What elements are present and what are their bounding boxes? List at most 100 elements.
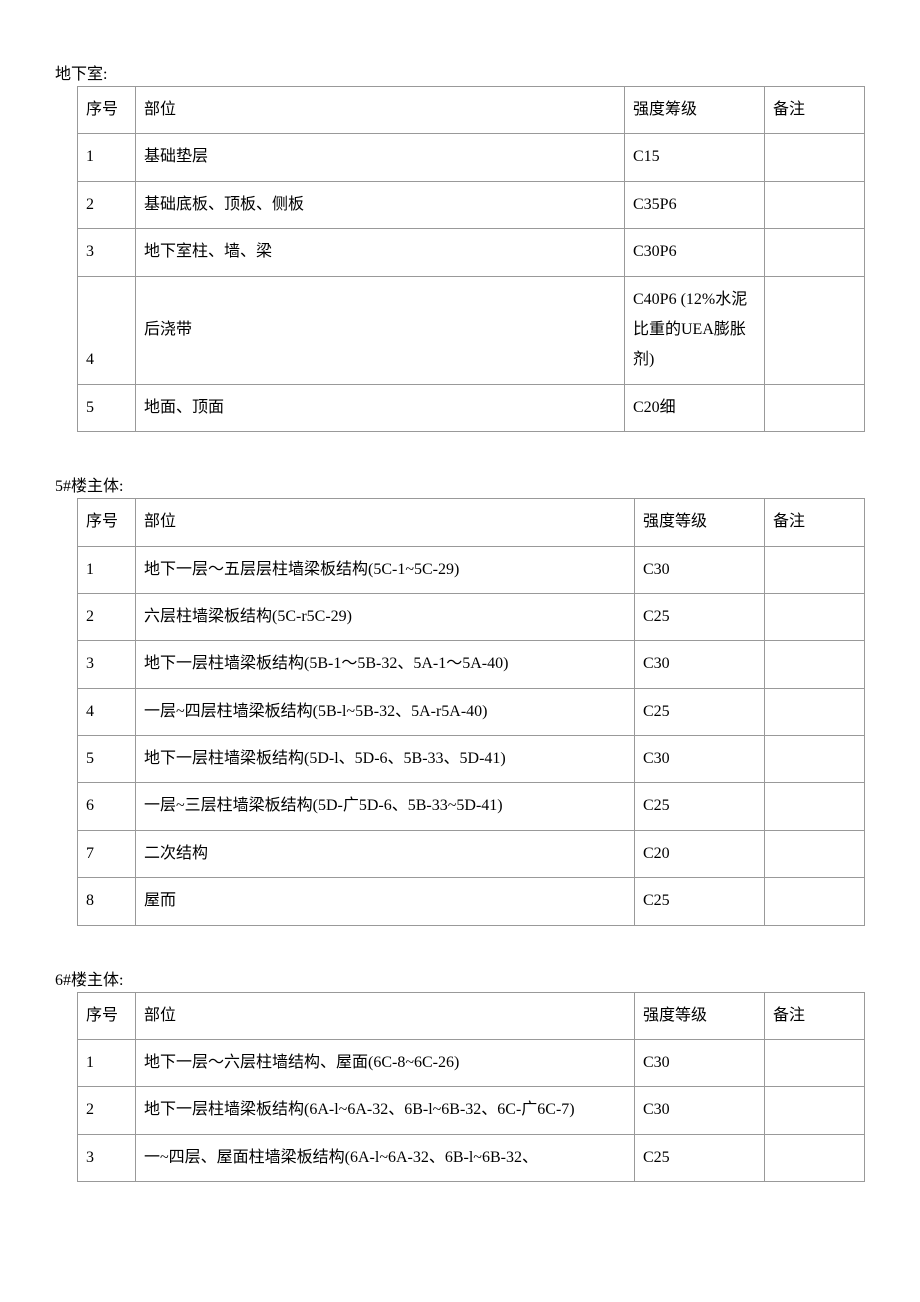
table-row: 2六层柱墙梁板结构(5C-r5C-29)C25: [78, 593, 865, 640]
table-cell-part: 一层~四层柱墙梁板结构(5B-l~5B-32、5A-r5A-40): [136, 688, 635, 735]
table-cell-part: 地下室柱、墙、梁: [136, 229, 625, 276]
table-header-cell: 强度筹级: [625, 87, 765, 134]
table-cell-grade: C20细: [625, 384, 765, 431]
table-cell-num: 3: [78, 641, 136, 688]
table-cell-grade: C30P6: [625, 229, 765, 276]
table-row: 3地下一层柱墙梁板结构(5B-1～5B-32、5A-1～5A-40)C30: [78, 641, 865, 688]
table-cell-grade: C30: [635, 1040, 765, 1087]
table-cell-part: 后浇带: [136, 276, 625, 384]
table-row: 4一层~四层柱墙梁板结构(5B-l~5B-32、5A-r5A-40)C25: [78, 688, 865, 735]
table-cell-num: 4: [78, 276, 136, 384]
table-cell-note: [765, 181, 865, 228]
table-cell-num: 5: [78, 736, 136, 783]
table-row: 2基础底板、顶板、侧板C35P6: [78, 181, 865, 228]
table-header-cell: 备注: [765, 992, 865, 1039]
table-cell-grade: C25: [635, 783, 765, 830]
table-cell-grade: C30: [635, 736, 765, 783]
table-row: 3一~四层、屋面柱墙梁板结构(6A-l~6A-32、6B-l~6B-32、C25: [78, 1134, 865, 1181]
table-cell-part: 基础底板、顶板、侧板: [136, 181, 625, 228]
table-row: 7二次结构C20: [78, 830, 865, 877]
section-title: 地下室:: [55, 60, 865, 84]
table-cell-num: 2: [78, 1087, 136, 1134]
data-table: 序号部位强度等级备注1地下一层～六层柱墙结构、屋面(6C-8~6C-26)C30…: [77, 992, 865, 1183]
table-header-cell: 强度等级: [635, 499, 765, 546]
table-cell-num: 6: [78, 783, 136, 830]
table-row: 4后浇带C40P6 (12%水泥比重的UEA膨胀剂): [78, 276, 865, 384]
data-table: 序号部位强度等级备注1地下一层～五层层柱墙梁板结构(5C-1~5C-29)C30…: [77, 498, 865, 926]
table-cell-grade: C35P6: [625, 181, 765, 228]
table-cell-part: 二次结构: [136, 830, 635, 877]
table-cell-part: 地下一层～六层柱墙结构、屋面(6C-8~6C-26): [136, 1040, 635, 1087]
table-cell-grade: C25: [635, 878, 765, 925]
section: 地下室:序号部位强度筹级备注1基础垫层C152基础底板、顶板、侧板C35P63地…: [55, 60, 865, 432]
table-cell-grade: C15: [625, 134, 765, 181]
table-cell-note: [765, 1134, 865, 1181]
table-row: 3地下室柱、墙、梁C30P6: [78, 229, 865, 276]
table-cell-part: 六层柱墙梁板结构(5C-r5C-29): [136, 593, 635, 640]
table-row: 5地面、顶面C20细: [78, 384, 865, 431]
table-cell-part: 屋而: [136, 878, 635, 925]
table-cell-grade: C30: [635, 1087, 765, 1134]
table-cell-num: 3: [78, 1134, 136, 1181]
table-cell-note: [765, 1040, 865, 1087]
table-cell-num: 2: [78, 181, 136, 228]
table-cell-num: 8: [78, 878, 136, 925]
table-cell-part: 地下一层～五层层柱墙梁板结构(5C-1~5C-29): [136, 546, 635, 593]
table-header-cell: 备注: [765, 87, 865, 134]
table-cell-note: [765, 736, 865, 783]
table-cell-part: 地下一层柱墙梁板结构(6A-l~6A-32、6B-l~6B-32、6C-广6C-…: [136, 1087, 635, 1134]
table-cell-grade: C25: [635, 593, 765, 640]
document-root: 地下室:序号部位强度筹级备注1基础垫层C152基础底板、顶板、侧板C35P63地…: [55, 60, 865, 1182]
table-header-row: 序号部位强度筹级备注: [78, 87, 865, 134]
table-cell-part: 地下一层柱墙梁板结构(5B-1～5B-32、5A-1～5A-40): [136, 641, 635, 688]
section-title: 6#楼主体:: [55, 966, 865, 990]
table-cell-note: [765, 641, 865, 688]
table-row: 1基础垫层C15: [78, 134, 865, 181]
table-cell-note: [765, 546, 865, 593]
table-cell-num: 2: [78, 593, 136, 640]
table-cell-grade: C30: [635, 641, 765, 688]
table-header-cell: 部位: [136, 499, 635, 546]
table-cell-num: 1: [78, 134, 136, 181]
table-cell-grade: C30: [635, 546, 765, 593]
table-cell-part: 一~四层、屋面柱墙梁板结构(6A-l~6A-32、6B-l~6B-32、: [136, 1134, 635, 1181]
table-cell-note: [765, 134, 865, 181]
table-header-cell: 部位: [136, 87, 625, 134]
table-cell-num: 1: [78, 1040, 136, 1087]
data-table: 序号部位强度筹级备注1基础垫层C152基础底板、顶板、侧板C35P63地下室柱、…: [77, 86, 865, 432]
table-header-cell: 部位: [136, 992, 635, 1039]
table-row: 2地下一层柱墙梁板结构(6A-l~6A-32、6B-l~6B-32、6C-广6C…: [78, 1087, 865, 1134]
section: 5#楼主体:序号部位强度等级备注1地下一层～五层层柱墙梁板结构(5C-1~5C-…: [55, 472, 865, 926]
table-cell-grade: C40P6 (12%水泥比重的UEA膨胀剂): [625, 276, 765, 384]
table-header-cell: 序号: [78, 87, 136, 134]
table-cell-part: 一层~三层柱墙梁板结构(5D-广5D-6、5B-33~5D-41): [136, 783, 635, 830]
table-row: 8屋而C25: [78, 878, 865, 925]
table-cell-num: 1: [78, 546, 136, 593]
table-header-cell: 序号: [78, 499, 136, 546]
table-cell-num: 7: [78, 830, 136, 877]
table-row: 6一层~三层柱墙梁板结构(5D-广5D-6、5B-33~5D-41)C25: [78, 783, 865, 830]
table-header-cell: 序号: [78, 992, 136, 1039]
table-cell-note: [765, 1087, 865, 1134]
table-header-cell: 备注: [765, 499, 865, 546]
table-cell-note: [765, 688, 865, 735]
table-cell-grade: C25: [635, 1134, 765, 1181]
table-cell-num: 3: [78, 229, 136, 276]
table-cell-num: 5: [78, 384, 136, 431]
table-header-row: 序号部位强度等级备注: [78, 499, 865, 546]
table-row: 5地下一层柱墙梁板结构(5D-l、5D-6、5B-33、5D-41)C30: [78, 736, 865, 783]
table-cell-num: 4: [78, 688, 136, 735]
table-row: 1地下一层～六层柱墙结构、屋面(6C-8~6C-26)C30: [78, 1040, 865, 1087]
table-cell-note: [765, 783, 865, 830]
table-cell-note: [765, 878, 865, 925]
table-cell-note: [765, 830, 865, 877]
section-title: 5#楼主体:: [55, 472, 865, 496]
table-cell-grade: C20: [635, 830, 765, 877]
table-header-cell: 强度等级: [635, 992, 765, 1039]
section: 6#楼主体:序号部位强度等级备注1地下一层～六层柱墙结构、屋面(6C-8~6C-…: [55, 966, 865, 1183]
table-cell-part: 地面、顶面: [136, 384, 625, 431]
table-cell-note: [765, 276, 865, 384]
table-cell-note: [765, 384, 865, 431]
table-cell-note: [765, 229, 865, 276]
table-cell-part: 地下一层柱墙梁板结构(5D-l、5D-6、5B-33、5D-41): [136, 736, 635, 783]
